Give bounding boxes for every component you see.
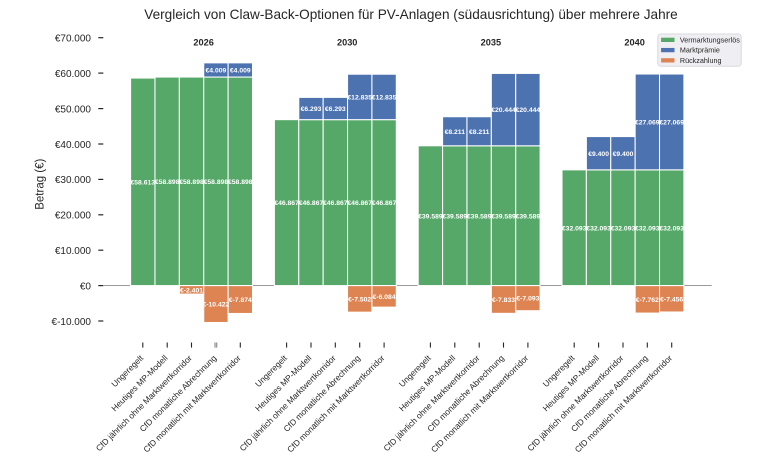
svg-text:€4.009: €4.009 [206, 68, 227, 75]
svg-text:2035: 2035 [481, 38, 501, 48]
svg-text:2026: 2026 [193, 38, 213, 48]
svg-text:€60.000: €60.000 [55, 69, 92, 80]
svg-text:€46.867: €46.867 [299, 200, 324, 207]
svg-text:€39.589: €39.589 [418, 213, 443, 220]
svg-text:€58.898: €58.898 [204, 179, 229, 186]
svg-text:2040: 2040 [624, 38, 644, 48]
svg-text:€58.613: €58.613 [131, 179, 156, 186]
svg-text:€32.093: €32.093 [611, 225, 636, 232]
svg-text:€20.000: €20.000 [55, 211, 92, 222]
svg-text:Betrag (€): Betrag (€) [35, 158, 47, 209]
svg-text:Vermarktungserlös: Vermarktungserlös [680, 35, 740, 44]
svg-text:€8.211: €8.211 [445, 129, 466, 136]
svg-text:Vergleich von Claw-Back-Option: Vergleich von Claw-Back-Optionen für PV-… [144, 7, 677, 22]
svg-text:€46.867: €46.867 [372, 200, 397, 207]
svg-text:€32.093: €32.093 [659, 225, 684, 232]
svg-text:€-2.401: €-2.401 [180, 287, 203, 294]
svg-text:€30.000: €30.000 [55, 175, 92, 186]
svg-text:€-7.456: €-7.456 [660, 296, 683, 303]
svg-text:€-7.762: €-7.762 [636, 297, 659, 304]
svg-text:€6.293: €6.293 [325, 106, 346, 113]
svg-text:€-7.874: €-7.874 [229, 297, 252, 304]
svg-text:€58.898: €58.898 [179, 179, 204, 186]
svg-text:€27.069: €27.069 [659, 120, 684, 127]
svg-text:€4.009: €4.009 [230, 68, 251, 75]
svg-text:€0: €0 [80, 281, 92, 292]
svg-text:€70.000: €70.000 [55, 34, 92, 45]
svg-text:€12.835: €12.835 [372, 95, 397, 102]
svg-text:€20.444: €20.444 [516, 107, 541, 114]
svg-text:€32.093: €32.093 [635, 225, 660, 232]
svg-text:€-7.093: €-7.093 [516, 296, 539, 303]
svg-text:€39.589: €39.589 [467, 213, 492, 220]
svg-text:€6.293: €6.293 [301, 106, 322, 113]
svg-text:€12.835: €12.835 [347, 95, 372, 102]
svg-text:€9.400: €9.400 [613, 151, 634, 158]
svg-text:€-7.833: €-7.833 [492, 297, 515, 304]
svg-text:€50.000: €50.000 [55, 104, 92, 115]
svg-text:€39.589: €39.589 [516, 213, 541, 220]
svg-text:€46.867: €46.867 [323, 200, 348, 207]
svg-text:€58.898: €58.898 [228, 179, 253, 186]
svg-text:€20.444: €20.444 [491, 107, 516, 114]
svg-text:€-10.000: €-10.000 [52, 317, 92, 328]
svg-text:Marktprämie: Marktprämie [680, 46, 720, 55]
svg-text:€-7.502: €-7.502 [348, 296, 371, 303]
svg-text:€40.000: €40.000 [55, 140, 92, 151]
svg-text:€32.093: €32.093 [586, 225, 611, 232]
svg-text:Rückzahlung: Rückzahlung [680, 56, 722, 65]
svg-text:€10.000: €10.000 [55, 246, 92, 257]
svg-text:€27.069: €27.069 [635, 120, 660, 127]
svg-text:€39.589: €39.589 [491, 213, 516, 220]
svg-text:€9.400: €9.400 [588, 151, 609, 158]
svg-text:€58.898: €58.898 [155, 179, 180, 186]
svg-text:2030: 2030 [337, 38, 357, 48]
svg-text:€46.867: €46.867 [274, 200, 299, 207]
svg-text:€32.093: €32.093 [562, 225, 587, 232]
svg-text:€39.589: €39.589 [443, 213, 468, 220]
svg-text:€8.211: €8.211 [469, 129, 490, 136]
svg-text:€-10.422: €-10.422 [202, 302, 229, 309]
svg-text:€-6.084: €-6.084 [373, 294, 396, 301]
svg-text:€46.867: €46.867 [347, 200, 372, 207]
